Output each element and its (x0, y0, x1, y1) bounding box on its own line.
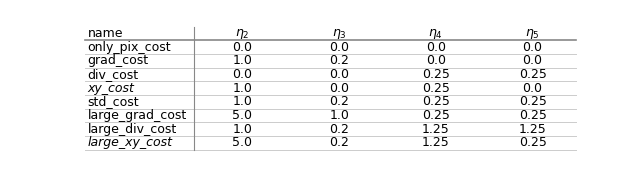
Text: name: name (88, 27, 123, 40)
Text: 0.25: 0.25 (518, 68, 547, 81)
Text: 1.25: 1.25 (422, 136, 450, 149)
Text: 0.0: 0.0 (523, 54, 543, 67)
Text: 0.2: 0.2 (329, 95, 349, 108)
Text: 0.2: 0.2 (329, 54, 349, 67)
Text: 5.0: 5.0 (232, 109, 252, 122)
Text: 0.25: 0.25 (422, 68, 450, 81)
Text: 0.0: 0.0 (232, 68, 252, 81)
Text: std_cost: std_cost (88, 95, 139, 108)
Text: 0.25: 0.25 (518, 109, 547, 122)
Text: 0.0: 0.0 (329, 41, 349, 54)
Text: 1.0: 1.0 (232, 123, 252, 136)
Text: div_cost: div_cost (88, 68, 139, 81)
Text: 0.25: 0.25 (422, 82, 450, 95)
Text: 0.2: 0.2 (329, 123, 349, 136)
Text: large_div_cost: large_div_cost (88, 123, 177, 136)
Text: 0.0: 0.0 (329, 82, 349, 95)
Text: 1.0: 1.0 (232, 82, 252, 95)
Text: large_grad_cost: large_grad_cost (88, 109, 187, 122)
Text: 0.25: 0.25 (422, 109, 450, 122)
Text: 0.2: 0.2 (329, 136, 349, 149)
Text: 0.25: 0.25 (518, 95, 547, 108)
Text: $\eta_5$: $\eta_5$ (525, 27, 540, 41)
Text: 0.0: 0.0 (329, 68, 349, 81)
Text: 0.0: 0.0 (426, 54, 446, 67)
Text: 0.25: 0.25 (422, 95, 450, 108)
Text: 0.0: 0.0 (426, 41, 446, 54)
Text: large_xy_cost: large_xy_cost (88, 136, 172, 149)
Text: $\eta_2$: $\eta_2$ (235, 27, 250, 41)
Text: $\eta_3$: $\eta_3$ (332, 27, 346, 41)
Text: only_pix_cost: only_pix_cost (88, 41, 171, 54)
Text: 1.0: 1.0 (329, 109, 349, 122)
Text: $\eta_4$: $\eta_4$ (428, 27, 444, 41)
Text: 1.25: 1.25 (422, 123, 450, 136)
Text: 0.0: 0.0 (523, 82, 543, 95)
Text: grad_cost: grad_cost (88, 54, 148, 67)
Text: 1.25: 1.25 (519, 123, 547, 136)
Text: xy_cost: xy_cost (88, 82, 134, 95)
Text: 0.25: 0.25 (518, 136, 547, 149)
Text: 0.0: 0.0 (232, 41, 252, 54)
Text: 5.0: 5.0 (232, 136, 252, 149)
Text: 0.0: 0.0 (523, 41, 543, 54)
Text: 1.0: 1.0 (232, 54, 252, 67)
Text: 1.0: 1.0 (232, 95, 252, 108)
